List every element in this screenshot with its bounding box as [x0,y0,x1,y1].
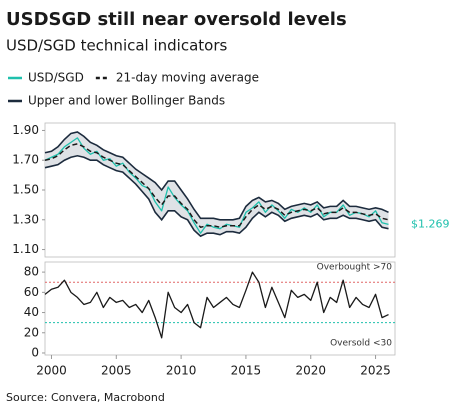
x-tick-label: 2005 [101,364,132,378]
band-lower [44,154,389,238]
x-tick-label: 2020 [295,364,326,378]
y-tick-label: 0 [31,345,39,359]
series-line [44,137,389,234]
chart-subtitle: USD/SGD technical indicators [6,37,228,55]
top-frame [44,122,396,258]
x-tick-label: 2025 [360,364,391,378]
threshold-label: Overbought >70 [317,263,393,273]
x-tick-label: 2000 [36,364,67,378]
y-tick-label: 20 [24,325,39,339]
bottom-frame [44,261,396,356]
y-tick-label: 60 [24,285,39,299]
series-line [44,271,389,339]
legend-label: Upper and lower Bollinger Bands [28,94,225,108]
threshold-label: Oversold <30 [330,339,392,349]
y-tick-label: 1.90 [12,123,39,137]
series-line [44,143,389,228]
legend-label: USD/SGD [28,71,84,85]
x-tick-label: 2015 [231,364,262,378]
chart-title: USDSGD still near oversold levels [6,9,347,30]
y-tick-label: 1.30 [12,212,39,226]
y-tick-label: 40 [24,305,39,319]
y-tick-label: 1.50 [12,183,39,197]
y-tick-label: 1.70 [12,153,39,167]
band-upper [44,131,389,221]
source: Source: Convera, Macrobond [6,391,165,404]
band-fill [45,131,389,237]
y-tick-label: 1.10 [12,242,39,256]
y-tick-label: 80 [24,265,39,279]
legend-label: 21-day moving average [116,71,259,85]
value-label: $1.269 [411,217,450,230]
x-tick-label: 2010 [166,364,197,378]
